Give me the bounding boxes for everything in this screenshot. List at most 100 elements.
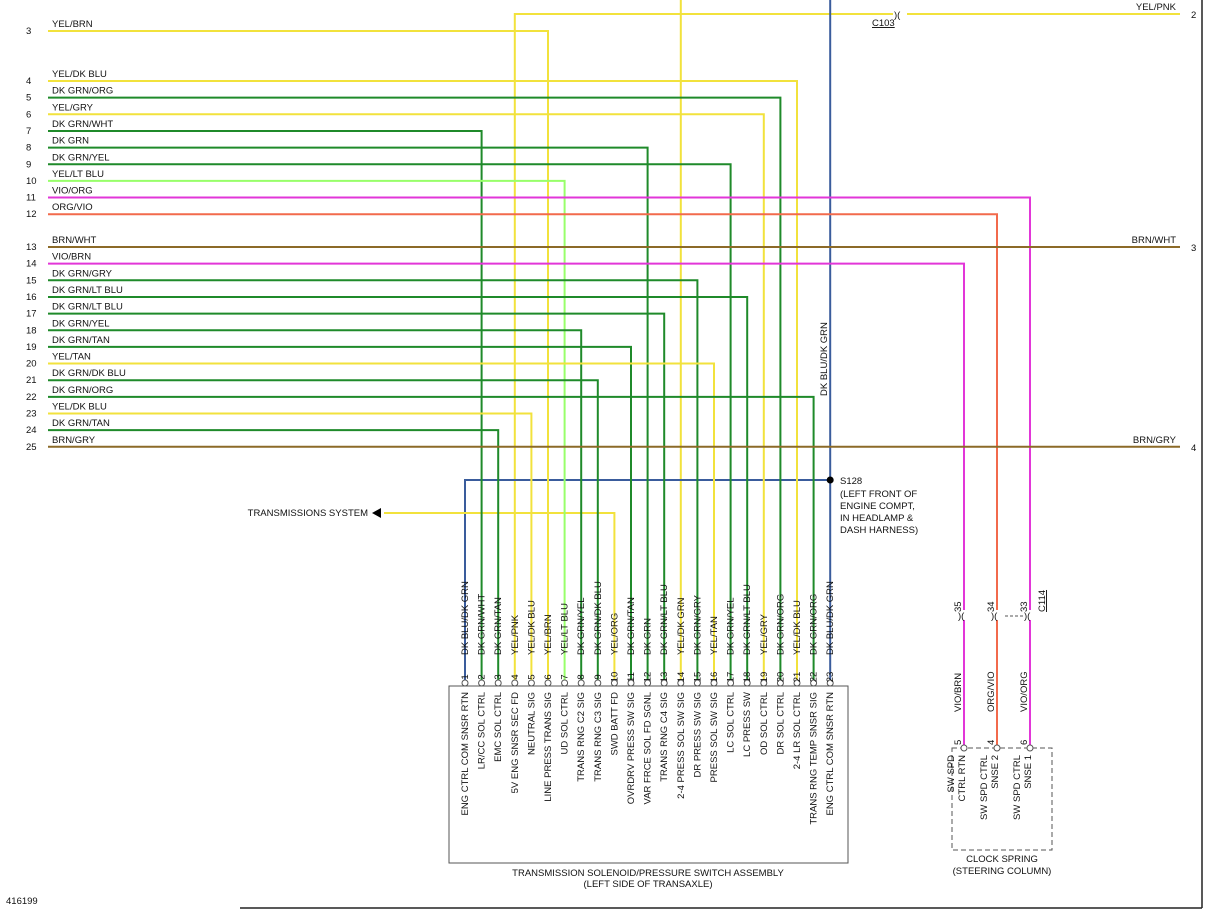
assembly-wire-label: YEL/DK BLU — [792, 600, 803, 655]
left-pin-number: 23 — [26, 409, 37, 420]
pin-socket — [826, 679, 834, 687]
assembly-pin-number: 13 — [659, 672, 670, 683]
left-wire-label: BRN/GRY — [52, 435, 96, 446]
left-pin-number: 9 — [26, 159, 31, 170]
wire — [48, 295, 749, 680]
pin-socket — [511, 679, 519, 687]
right-wire-label: BRN/GRY — [1133, 435, 1177, 446]
pin-socket — [677, 679, 685, 687]
left-pin-number: 14 — [26, 259, 37, 270]
assembly-wire-label: YEL/ORG — [609, 613, 620, 655]
clock-pin-number: 5 — [953, 740, 964, 745]
assembly-pin-number: 11 — [626, 672, 637, 682]
clock-spring-box — [951, 747, 1053, 851]
assembly-wire-label: DK GRN/LT BLU — [742, 584, 753, 655]
splice-note: ENGINE COMPT, — [840, 501, 915, 512]
assembly-wire-label: DK GRN/YEL — [726, 597, 737, 655]
left-pin-number: 25 — [26, 442, 37, 453]
assembly-wire-label: DK GRN — [643, 618, 654, 655]
wire — [48, 196, 1031, 610]
clock-connector-label: C114 — [1037, 590, 1048, 612]
left-pin-number: 21 — [26, 375, 37, 386]
pin-socket — [561, 679, 569, 687]
assembly-pin-function: 5V ENG SNSR SEC FD — [510, 692, 521, 793]
clock-pin-function: CTRL RTN — [957, 755, 968, 802]
pin-socket — [644, 679, 652, 687]
left-pin-number: 10 — [26, 176, 37, 187]
wire — [513, 13, 893, 680]
left-pin-number: 4 — [26, 76, 31, 87]
left-pin-number: 18 — [26, 325, 37, 336]
connector-pin-number: 35 — [953, 601, 964, 612]
pin-socket — [727, 679, 735, 687]
wire — [48, 312, 666, 680]
wire — [48, 163, 732, 680]
left-pin-number: 5 — [26, 93, 31, 104]
wire — [384, 512, 616, 680]
assembly-pin-number: 3 — [493, 674, 504, 679]
wire — [464, 479, 831, 680]
left-pin-number: 3 — [26, 26, 31, 37]
left-wire-label: YEL/DK BLU — [52, 402, 107, 413]
assembly-pin-number: 6 — [543, 674, 554, 679]
left-wire-label: YEL/TAN — [52, 352, 91, 363]
wire — [48, 362, 715, 680]
assembly-pin-number: 19 — [759, 672, 770, 683]
left-wire-label: DK GRN/YEL — [52, 318, 110, 329]
assembly-pin-function: TRANS RNG C4 SIG — [659, 692, 670, 782]
assembly-wire-label: YEL/DK BLU — [526, 600, 537, 655]
assembly-pin-function: OVRDRV PRESS SW SIG — [626, 692, 637, 804]
left-wire-label: YEL/LT BLU — [52, 169, 104, 180]
assembly-pin-function: EMC SOL CTRL — [493, 692, 504, 762]
assembly-wire-label: DK GRN/TAN — [626, 597, 637, 655]
assembly-pin-function: 2-4 PRESS SOL SW SIG — [676, 692, 687, 799]
wire — [48, 96, 782, 680]
pin-socket — [993, 744, 1001, 752]
assembly-pin-function: NEUTRAL SIG — [526, 692, 537, 755]
clock-pin-function: SW SPD CTRL — [979, 755, 990, 820]
assembly-pin-function: OD SOL CTRL — [759, 692, 770, 755]
pin-socket — [461, 679, 469, 687]
connector-symbol: )( — [958, 611, 965, 622]
assembly-pin-function: TRANS RNG C2 SIG — [576, 692, 587, 782]
right-pin-number: 4 — [1191, 443, 1196, 454]
left-pin-number: 24 — [26, 425, 37, 436]
assembly-pin-function: VAR FRCE SOL FD SGNL — [643, 692, 654, 804]
assembly-pin-number: 7 — [560, 674, 571, 679]
connector-pin-number: 33 — [1019, 601, 1030, 612]
splice-note: IN HEADLAMP & — [840, 513, 914, 524]
left-pin-number: 13 — [26, 242, 37, 253]
assembly-pin-function: LC PRESS SW — [742, 692, 753, 757]
left-pin-number: 15 — [26, 275, 37, 286]
left-wire-label: BRN/WHT — [52, 235, 97, 246]
wire — [48, 30, 549, 680]
assembly-wire-label: DK GRN/YEL — [576, 597, 587, 655]
wire — [48, 146, 649, 680]
left-wire-label: DK GRN/YEL — [52, 152, 110, 163]
assembly-pin-number: 9 — [593, 674, 604, 679]
wire — [48, 279, 699, 680]
clock-wire-label: VIO/BRN — [953, 673, 964, 712]
assembly-wire-label: DK BLU/DK GRN — [460, 581, 471, 655]
wire — [48, 129, 483, 680]
left-pin-number: 16 — [26, 292, 37, 303]
assembly-wire-label: DK GRN/LT BLU — [659, 584, 670, 655]
clock-pin-number: 4 — [986, 740, 997, 745]
left-wire-label: DK GRN/TAN — [52, 335, 110, 346]
left-wire-label: DK GRN/DK BLU — [52, 368, 126, 379]
pin-socket — [693, 679, 701, 687]
right-pin-number: 3 — [1191, 243, 1196, 254]
assembly-wire-label: DK GRN/WHT — [477, 594, 488, 655]
assembly-pin-function: LC SOL CTRL — [726, 692, 737, 753]
left-pin-number: 20 — [26, 359, 37, 370]
splice-note: DASH HARNESS) — [840, 525, 918, 536]
assembly-wire-label: YEL/PNK — [510, 614, 521, 655]
pin-socket — [743, 679, 751, 687]
clock-wire-label: ORG/VIO — [986, 671, 997, 712]
left-pin-number: 17 — [26, 309, 37, 320]
left-pin-number: 22 — [26, 392, 37, 403]
clock-pin-function: SW SPD — [946, 755, 957, 793]
left-wire-label: DK GRN/LT BLU — [52, 285, 123, 296]
